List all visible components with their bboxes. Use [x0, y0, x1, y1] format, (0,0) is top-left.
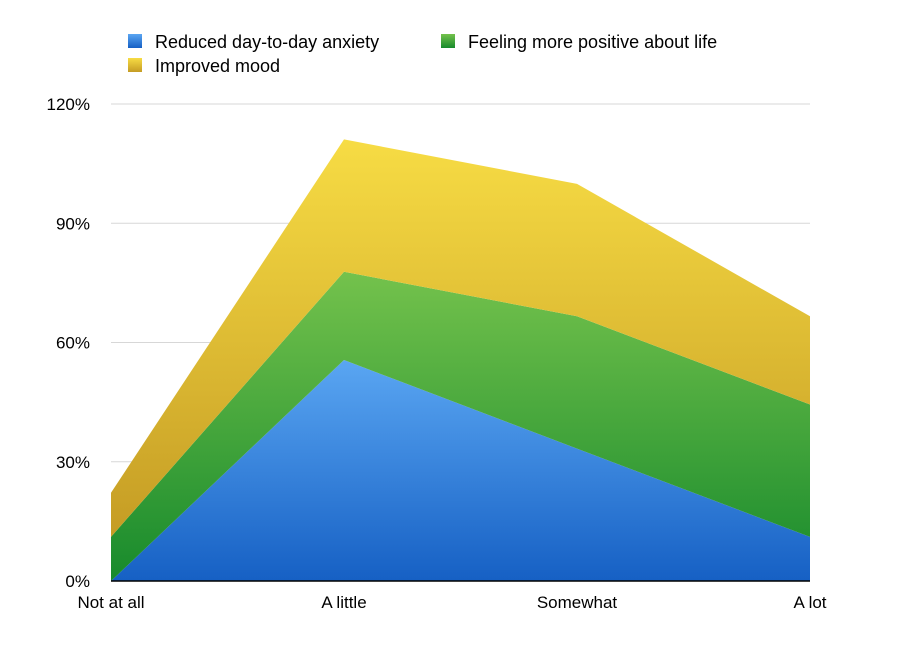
y-tick-label: 60% [56, 334, 90, 353]
axes: 0% 30% 60% 90% 120% Not at all A little Somewha… [47, 95, 827, 612]
y-tick-label: 90% [56, 214, 90, 233]
legend-label: Feeling more positive about life [468, 32, 717, 52]
legend-label: Improved mood [155, 56, 280, 76]
area-series-3 [111, 139, 810, 537]
area-series-2 [111, 271, 810, 581]
legend-label: Reduced day-to-day anxiety [155, 32, 379, 52]
x-tick-label: A lot [793, 593, 826, 612]
legend-swatch [441, 34, 455, 48]
y-tick-label: 120% [47, 95, 90, 114]
x-tick-label: A little [321, 593, 366, 612]
legend-item: Feeling more positive about life [441, 32, 717, 52]
x-tick-label: Not at all [77, 593, 144, 612]
legend: Reduced day-to-day anxiety Feeling more p… [128, 32, 717, 76]
legend-swatch [128, 58, 142, 72]
y-tick-label: 0% [65, 572, 90, 591]
legend-swatch [128, 34, 142, 48]
plot-area [111, 139, 810, 581]
legend-item: Reduced day-to-day anxiety [128, 32, 379, 52]
x-tick-label: Somewhat [537, 593, 618, 612]
legend-item: Improved mood [128, 56, 280, 76]
y-tick-label: 30% [56, 453, 90, 472]
